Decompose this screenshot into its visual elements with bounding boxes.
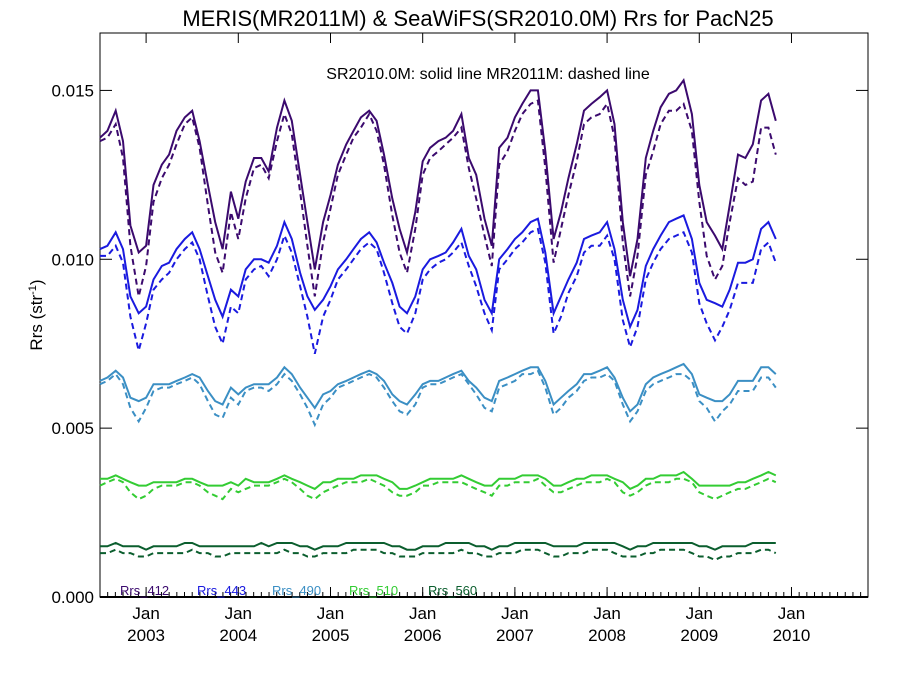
y-tick-label: 0.015 [51,81,94,100]
x-tick-year: 2005 [312,626,350,645]
y-axis-label-close: ) [27,279,46,285]
series-layer [99,77,777,561]
x-tick-month: Jan [132,604,159,623]
y-axis: 0.000 0.005 0.010 0.015 [51,81,868,607]
x-tick-year: 2007 [496,626,534,645]
x-tick-year: 2009 [680,626,718,645]
x-tick-year: 2004 [219,626,257,645]
y-tick-label: 0.010 [51,250,94,269]
series-line-rrs_510-dashed [99,477,777,501]
y-axis-label-sup: -1 [27,285,39,295]
series-line-rrs_443-solid [99,214,777,330]
series-line-rrs_560-dashed [100,548,777,561]
legend-item-rrs_560: Rrs_560 [428,583,477,598]
legend: Rrs_412 Rrs_443 Rrs_490 Rrs_510 Rrs_560 [120,583,477,598]
y-axis-label: Rrs (str-1) [27,279,46,350]
x-tick-year: 2008 [588,626,626,645]
x-tick-month: Jan [501,604,528,623]
x-tick-month: Jan [778,604,805,623]
x-tick-year: 2010 [773,626,811,645]
x-tick-month: Jan [686,604,713,623]
chart-title: MERIS(MR2011M) & SeaWiFS(SR2010.0M) Rrs … [182,6,773,31]
series-line-rrs_412-dashed [99,99,777,297]
series-line-rrs_510-solid [100,470,777,491]
series-line-rrs_443-dashed [100,227,777,355]
x-tick-month: Jan [317,604,344,623]
line-style-note: SR2010.0M: solid line MR2011M: dashed li… [326,66,650,83]
series-line-rrs_560-solid [100,541,776,551]
x-tick-month: Jan [225,604,252,623]
x-tick-month: Jan [409,604,436,623]
legend-item-rrs_510: Rrs_510 [349,583,398,598]
legend-item-rrs_490: Rrs_490 [272,583,321,598]
plot-frame [99,32,869,598]
series-line-rrs_490-solid [99,362,777,413]
x-tick-month: Jan [593,604,620,623]
series-line-rrs_412-solid [99,77,777,277]
y-tick-label: 0.005 [51,419,94,438]
y-axis-label-text: Rrs (str [27,295,46,351]
legend-item-rrs_412: Rrs_412 [120,583,169,598]
legend-item-rrs_443: Rrs_443 [197,583,246,598]
y-tick-label: 0.000 [51,588,94,607]
x-tick-year: 2006 [404,626,442,645]
x-tick-year: 2003 [127,626,165,645]
